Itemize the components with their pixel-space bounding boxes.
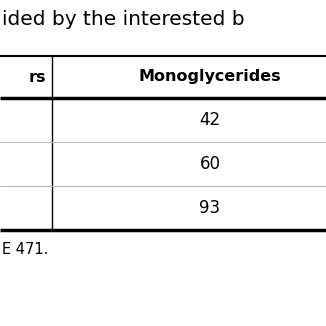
Text: 42: 42 <box>200 111 221 129</box>
Text: E 471.: E 471. <box>2 242 48 257</box>
Text: Monoglycerides: Monoglycerides <box>139 69 281 84</box>
Text: rs: rs <box>28 69 46 84</box>
Text: 93: 93 <box>200 199 221 217</box>
Text: 60: 60 <box>200 155 220 173</box>
Text: ided by the interested b: ided by the interested b <box>2 10 244 29</box>
